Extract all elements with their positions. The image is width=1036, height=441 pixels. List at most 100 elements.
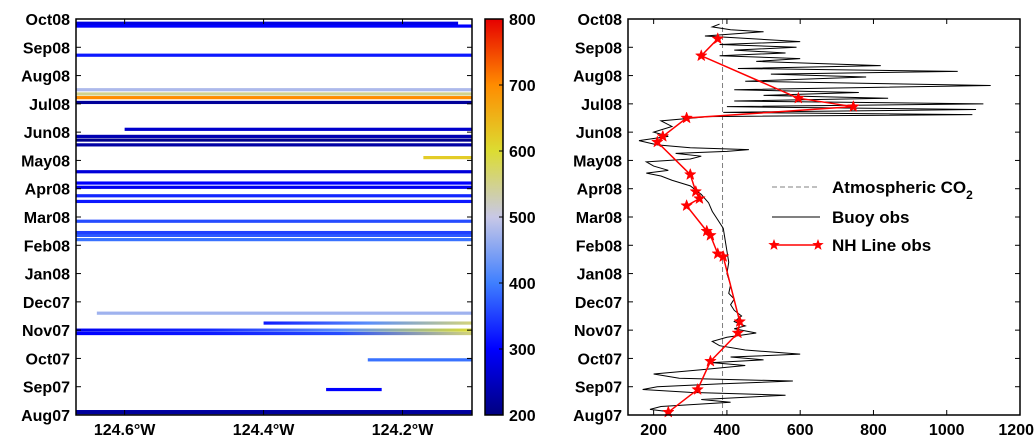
pco2-line-chart-panel: Aug07 Sep07 Oct07 Nov07 Dec07 Jan08 Feb08 Mar08… <box>573 12 1034 439</box>
y-tick-label: Jan08 <box>577 267 622 284</box>
nh-line-obs-point <box>650 135 664 148</box>
x-tick-label: 400 <box>714 422 741 439</box>
y-tick-label: May08 <box>573 153 622 170</box>
transect-line <box>263 321 472 325</box>
transect-line <box>76 219 472 223</box>
nh-line-obs-point <box>691 382 704 395</box>
transect-line <box>76 411 472 415</box>
transect-line <box>76 185 472 189</box>
y-tick-label: Jan08 <box>25 267 70 284</box>
transect-line <box>96 311 472 315</box>
y-tick-label: Aug08 <box>573 69 622 86</box>
transect-line <box>76 143 472 147</box>
legend-nh-star-marker <box>768 239 780 250</box>
left-axes-frame <box>75 18 473 416</box>
y-tick-label: Apr08 <box>25 182 70 199</box>
y-tick-label: Nov07 <box>22 323 70 340</box>
nh-line-obs-point <box>733 314 747 328</box>
x-tick-label: 800 <box>860 422 887 439</box>
transect-line <box>76 328 472 332</box>
nh-line-obs-point <box>683 167 697 181</box>
y-tick-label: Jul08 <box>29 97 70 114</box>
x-tick-label: 1200 <box>998 422 1034 439</box>
transect-line <box>76 96 472 100</box>
y-tick-label: Sep07 <box>23 380 70 397</box>
transect-line <box>76 134 472 138</box>
x-tick-label: 124.2°W <box>372 422 434 439</box>
colorbar: 200 300 400 500 600 700 800 <box>484 12 536 425</box>
nh-line-obs-point <box>656 129 670 142</box>
transect-line <box>76 199 472 204</box>
buoy-obs-line <box>638 23 991 413</box>
nh-line-obs-point <box>704 354 717 367</box>
transect-line <box>76 238 472 242</box>
nh-line-obs-point <box>689 184 703 197</box>
transect-line <box>76 24 472 28</box>
nh-line-obs-point <box>846 99 860 113</box>
y-tick-label: Feb08 <box>24 238 70 255</box>
y-tick-label: Oct08 <box>578 12 623 29</box>
y-tick-label: Aug07 <box>573 408 622 425</box>
x-tick-label: 200 <box>640 422 667 439</box>
y-tick-label: Jul08 <box>581 97 622 114</box>
colorbar-tick-label: 400 <box>509 276 536 293</box>
y-tick-label: Jun08 <box>576 125 622 142</box>
nh-line-obs-point <box>694 49 708 62</box>
transect-line <box>76 233 472 237</box>
transect-line <box>76 170 472 174</box>
nh-line-obs-point <box>731 326 745 339</box>
y-tick-label: Jun08 <box>24 125 70 142</box>
y-tick-label: Oct08 <box>26 12 71 29</box>
legend-buoy-obs-label: Buoy obs <box>832 208 909 227</box>
transect-line <box>76 100 472 105</box>
transect-line <box>76 331 472 336</box>
colorbar-tick-label: 300 <box>509 342 536 359</box>
y-tick-label: Sep08 <box>575 40 622 57</box>
transect-line <box>76 88 472 92</box>
y-tick-label: Sep08 <box>23 40 70 57</box>
colorbar-tick-label: 700 <box>509 78 536 95</box>
colorbar-tick-label: 500 <box>509 210 536 227</box>
legend-nh-line-obs-label: NH Line obs <box>832 236 931 255</box>
transect-line <box>76 181 472 185</box>
transect-line <box>124 127 472 131</box>
legend-co2-subscript: 2 <box>966 188 973 202</box>
transect-line <box>367 358 472 362</box>
y-tick-label: Aug08 <box>21 69 70 86</box>
legend: Atmospheric CO2 Buoy obs NH Line obs <box>768 178 973 255</box>
transect-line <box>76 21 459 25</box>
transect-line <box>76 194 472 198</box>
nh-line-obs-point <box>791 91 805 104</box>
y-tick-label: Apr08 <box>577 182 622 199</box>
y-tick-label: Mar08 <box>576 210 622 227</box>
nh-line-obs-point <box>711 32 725 45</box>
y-tick-label: Oct07 <box>578 351 623 368</box>
transect-line <box>326 387 382 392</box>
y-tick-label: Aug07 <box>21 408 70 425</box>
nh-line-obs-point <box>680 198 694 212</box>
legend-nh-star-marker <box>812 239 824 250</box>
colorbar-tick-label: 200 <box>509 408 536 425</box>
legend-atmospheric-co2-label: Atmospheric CO2 <box>832 178 973 202</box>
nh-line-obs-point <box>680 111 694 124</box>
transect-line <box>423 156 472 160</box>
nh-line-obs-point <box>711 247 725 260</box>
y-tick-label: Dec07 <box>575 295 622 312</box>
nh-line-obs-point <box>693 191 706 205</box>
x-tick-label: 124.6°W <box>94 422 156 439</box>
y-tick-label: Mar08 <box>24 210 70 227</box>
transect-line <box>76 138 472 142</box>
transect-line <box>76 230 472 235</box>
y-tick-label: Nov07 <box>574 323 622 340</box>
x-tick-label: 600 <box>787 422 814 439</box>
y-tick-label: Dec07 <box>23 295 70 312</box>
transect-heatmap-panel: Aug07 Sep07 Oct07 Nov07 Dec07 Jan08 Feb08 Mar08… <box>21 12 473 439</box>
colorbar-tick-label: 800 <box>509 12 536 29</box>
colorbar-tick-label: 600 <box>509 144 536 161</box>
y-tick-label: Sep07 <box>575 380 622 397</box>
x-tick-label: 124.4°W <box>233 422 295 439</box>
y-tick-label: May08 <box>21 153 70 170</box>
transect-line <box>76 92 472 96</box>
transect-line <box>76 53 472 57</box>
